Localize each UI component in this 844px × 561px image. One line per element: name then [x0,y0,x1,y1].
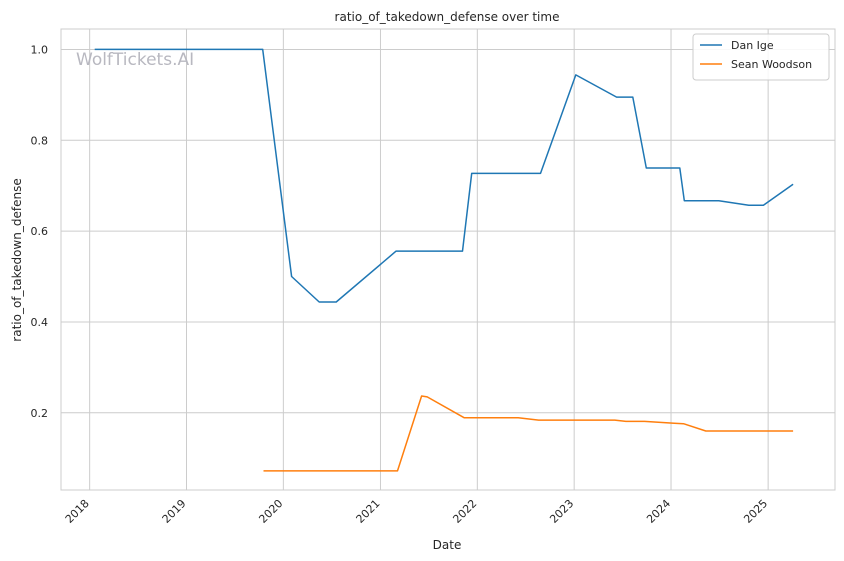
x-tick-label: 2021 [354,497,383,526]
legend: Dan Ige Sean Woodson [692,33,830,81]
x-tick-label: 2019 [160,497,189,526]
legend-label: Dan Ige [731,39,774,52]
legend-box [692,33,830,81]
y-tick-label: 0.2 [31,407,49,420]
legend-label: Sean Woodson [731,58,812,71]
watermark: WolfTickets.AI [76,50,194,70]
x-axis-label: Date [433,538,462,552]
series-line-dan-ige [94,48,794,303]
y-tick-label: 0.6 [31,225,49,238]
y-axis-label: ratio_of_takedown_defense [10,178,24,341]
y-tick-label: 0.4 [31,316,49,329]
x-tick-label: 2020 [256,497,285,526]
x-tick-label: 2023 [547,497,576,526]
series-line-sean-woodson [263,395,794,472]
x-tick-label: 2022 [450,497,479,526]
y-tick-label: 1.0 [31,43,49,56]
chart-title: ratio_of_takedown_defense over time [335,10,560,24]
x-tick-label: 2024 [644,497,673,526]
x-tick-label: 2025 [741,497,770,526]
y-tick-label: 0.8 [31,134,49,147]
plot-frame [60,28,836,491]
x-tick-label: 2018 [63,497,92,526]
